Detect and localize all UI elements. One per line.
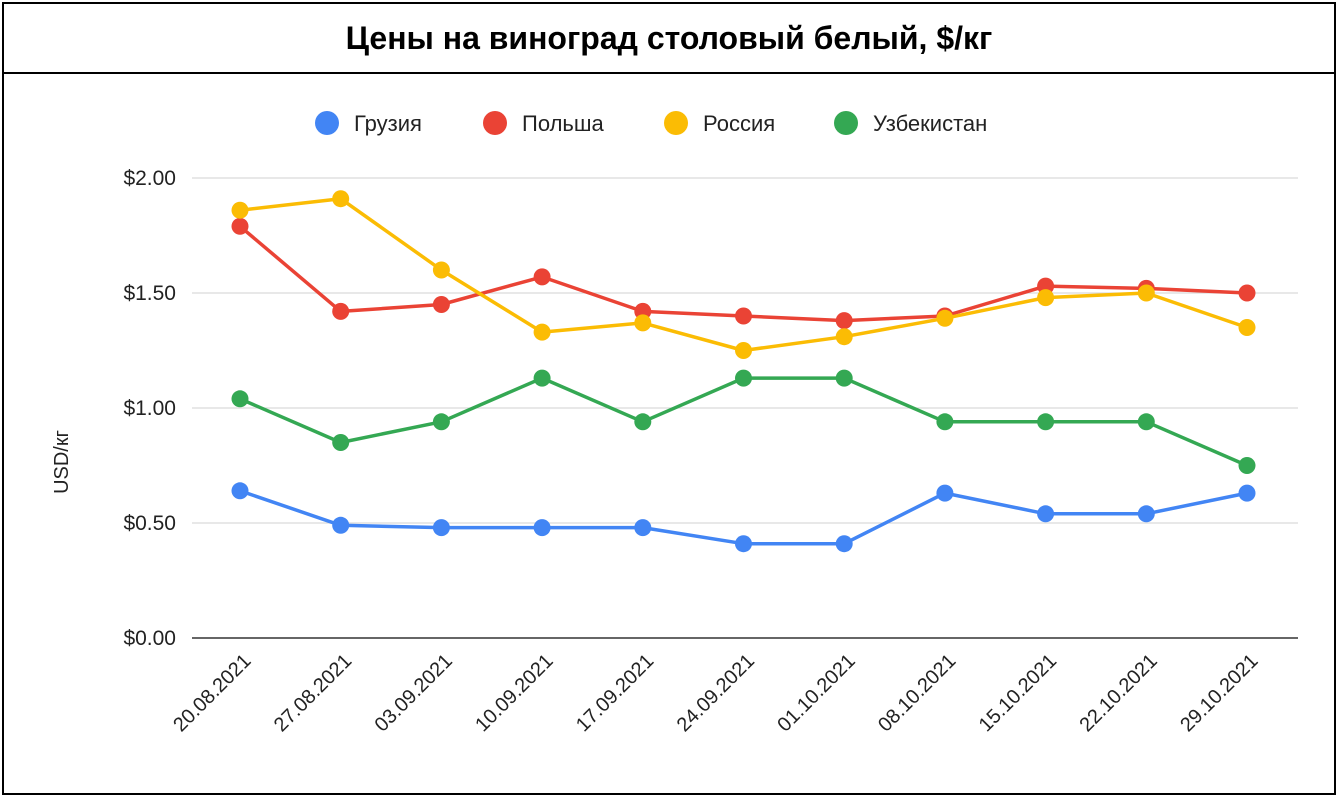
legend-label: Польша (522, 111, 605, 136)
x-tick-label: 08.10.2021 (874, 650, 960, 736)
series-line (239, 196, 1248, 353)
y-axis-label: USD/кг (51, 430, 73, 494)
data-point (332, 302, 350, 320)
data-point (1137, 505, 1155, 523)
data-point (1238, 457, 1256, 474)
series-line (238, 224, 1248, 323)
data-point (1037, 413, 1055, 431)
data-point (1137, 413, 1155, 431)
data-point (432, 261, 450, 279)
data-point (231, 217, 249, 235)
x-tick-label: 27.08.2021 (270, 650, 356, 736)
data-point (735, 342, 752, 359)
y-tick-label: $1.00 (123, 397, 176, 420)
x-tick-label: 01.10.2021 (773, 650, 859, 736)
y-tick-label: $1.50 (123, 282, 176, 305)
legend-label: Грузия (354, 111, 422, 136)
data-point (1037, 289, 1055, 307)
data-point (432, 519, 450, 537)
data-point (533, 519, 551, 537)
data-point (835, 369, 853, 387)
data-point (936, 484, 954, 502)
data-point (432, 413, 450, 431)
title-bar: Цены на виноград столовый белый, $/кг (4, 4, 1334, 74)
data-point (1238, 284, 1256, 302)
chart-title: Цены на виноград столовый белый, $/кг (345, 19, 993, 56)
data-point (533, 369, 551, 387)
data-point (634, 413, 652, 431)
legend-marker (834, 111, 858, 135)
x-tick-label: 17.09.2021 (572, 650, 658, 736)
data-point (835, 535, 853, 553)
data-point (735, 369, 752, 387)
data-point (533, 323, 551, 341)
data-point (231, 482, 249, 500)
data-point (332, 516, 350, 534)
x-tick-label: 10.09.2021 (471, 650, 557, 736)
data-point (835, 328, 853, 346)
data-point (634, 314, 652, 332)
data-point (332, 434, 350, 451)
x-tick-label: 15.10.2021 (975, 650, 1061, 736)
legend-label: Россия (703, 111, 775, 136)
data-point (634, 519, 652, 537)
series-Узбекистан (231, 369, 1256, 474)
series-Россия (231, 190, 1256, 359)
data-point (1238, 484, 1256, 502)
y-tick-label: $0.00 (123, 627, 176, 650)
data-point (533, 268, 551, 286)
y-tick-label: $2.00 (123, 167, 176, 190)
data-point (231, 390, 249, 408)
legend-label: Узбекистан (873, 111, 987, 136)
gridlines (192, 177, 1298, 639)
x-tick-label: 22.10.2021 (1075, 650, 1161, 736)
data-point (835, 312, 853, 330)
series-Польша (231, 217, 1256, 330)
legend-marker (483, 111, 507, 135)
x-tick-labels: 20.08.2021 27.08.2021 03.09.2021 10.09.2021… (169, 650, 1262, 736)
data-point (432, 296, 450, 313)
data-point (936, 413, 954, 431)
data-point (735, 535, 752, 553)
legend-marker (315, 111, 339, 135)
data-point (231, 201, 249, 219)
series-Грузия (231, 482, 1256, 553)
y-tick-labels: $0.00 $0.50 $1.00 $1.50 $2.00 (123, 167, 176, 650)
legend: Грузия Польша Россия Узбекистан (315, 111, 987, 136)
x-tick-label: 29.10.2021 (1176, 650, 1262, 736)
data-point (332, 190, 350, 208)
series-group (231, 190, 1256, 553)
data-point (1238, 319, 1256, 336)
legend-marker (664, 111, 688, 135)
data-point (735, 307, 752, 325)
x-tick-label: 24.09.2021 (673, 650, 759, 736)
data-point (1037, 505, 1055, 523)
data-point (1137, 284, 1155, 302)
y-tick-label: $0.50 (123, 512, 176, 535)
series-line (239, 376, 1248, 468)
data-point (936, 309, 954, 327)
x-tick-label: 20.08.2021 (169, 650, 255, 736)
x-tick-label: 03.09.2021 (371, 650, 457, 736)
